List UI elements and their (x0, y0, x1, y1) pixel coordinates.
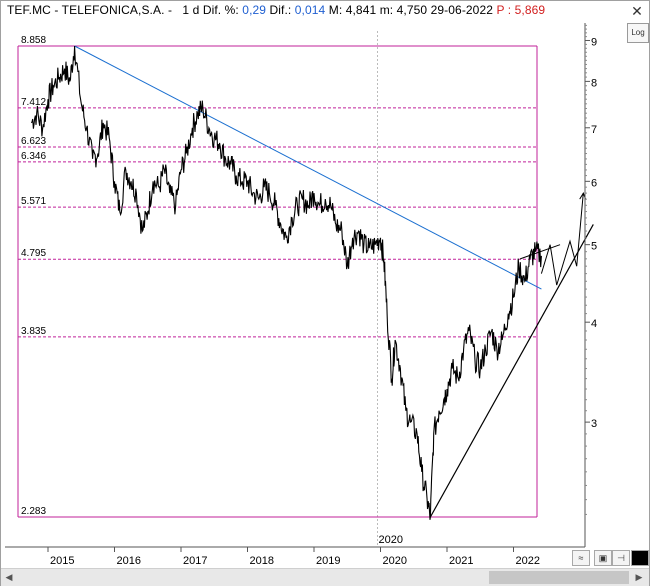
last-value: 5,869 (514, 3, 546, 17)
y-tick-label: 7 (591, 124, 597, 136)
x-tick-label: 2018 (250, 555, 274, 567)
downtrend-line (74, 45, 542, 290)
uptrend-line (429, 224, 594, 518)
save-icon[interactable]: ▣ (594, 550, 612, 566)
trendlines (74, 45, 594, 518)
zigzag-icon[interactable]: ≈ (572, 550, 590, 566)
level-label: 3.835 (21, 326, 46, 337)
price-line (30, 45, 542, 520)
level-label: 7.412 (21, 97, 46, 108)
level-label: 6.623 (21, 136, 46, 147)
horizontal-scrollbar[interactable]: ◀ ▶ (1, 568, 649, 586)
x-tick-label: 2021 (449, 555, 473, 567)
scroll-left-icon[interactable]: ◀ (5, 572, 13, 582)
price-chart: 2020 8.858 7.412 6.623 6.346 5.571 4.795 3.835… (5, 23, 597, 567)
price-series (30, 45, 542, 520)
level-label: 2.283 (21, 506, 46, 517)
pin-icon[interactable]: ⊣ (612, 550, 630, 566)
grid-layer: 2020 (377, 31, 403, 547)
x-tick-label: 2019 (316, 555, 340, 567)
level-label: 8.858 (21, 35, 46, 46)
x-tick-label: 2020 (383, 555, 407, 567)
color-swatch-icon[interactable] (631, 550, 649, 566)
log-scale-button[interactable]: Log (627, 23, 649, 43)
scroll-thumb[interactable] (489, 571, 629, 584)
quote-header: TEF.MC - TELEFONICA,S.A. - 1 d Dif. %: 0… (7, 3, 545, 17)
level-label: 6.346 (21, 151, 46, 162)
x-tick-label: 2022 (516, 555, 540, 567)
period: 1 d (182, 3, 200, 17)
period-marker-label: 2020 (379, 534, 403, 546)
x-tick-label: 2017 (183, 555, 207, 567)
max-label: M: (328, 3, 343, 17)
dif-value: 0,014 (294, 3, 326, 17)
close-icon[interactable]: ✕ (631, 3, 643, 19)
dif-pct-label: Dif. %: (202, 3, 239, 17)
max-value: 4,841 (345, 3, 377, 17)
min-label: m: (379, 3, 394, 17)
y-axis: 9 8 7 6 5 4 3 (584, 23, 597, 547)
min-value: 4,750 (396, 3, 428, 17)
x-tick-label: 2015 (50, 555, 74, 567)
level-label: 5.571 (21, 196, 46, 207)
dif-pct-value: 0,29 (242, 3, 267, 17)
support-resistance-levels: 8.858 7.412 6.623 6.346 5.571 4.795 3.835 2.283 (17, 35, 538, 518)
last-label: P : (496, 3, 512, 17)
x-tick-label: 2016 (117, 555, 141, 567)
scroll-right-icon[interactable]: ▶ (635, 572, 643, 582)
projection-path (540, 193, 584, 286)
y-tick-label: 6 (591, 177, 597, 189)
symbol-name: TEF.MC - TELEFONICA,S.A. - (7, 3, 173, 17)
y-tick-label: 3 (591, 418, 597, 430)
y-tick-label: 4 (591, 318, 597, 330)
y-tick-label: 9 (591, 36, 597, 48)
y-tick-label: 5 (591, 241, 597, 253)
x-axis: 2015 2016 2017 2018 2019 2020 2021 2022 (5, 546, 585, 567)
quote-date: 29-06-2022 (430, 3, 494, 17)
level-label: 4.795 (21, 248, 46, 259)
dif-label: Dif.: (269, 3, 292, 17)
y-tick-label: 8 (591, 77, 597, 89)
